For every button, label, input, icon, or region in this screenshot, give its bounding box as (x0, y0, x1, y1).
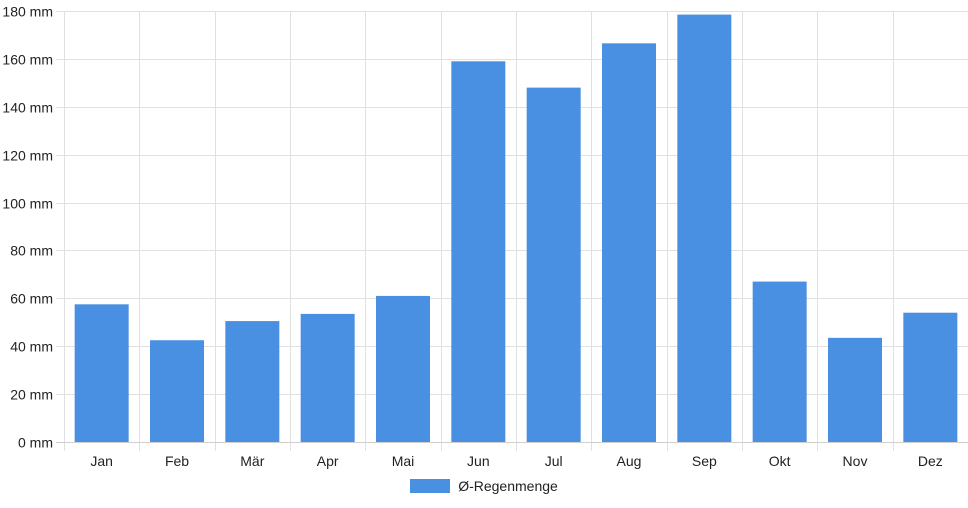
x-tick-label: Aug (617, 453, 642, 469)
bar-mär[interactable] (225, 321, 280, 442)
bar-mai[interactable] (376, 295, 430, 442)
bar-feb[interactable] (150, 340, 204, 442)
x-tick-label: Mär (240, 453, 264, 469)
bar-sep[interactable] (677, 14, 732, 442)
x-tick-label: Mai (392, 453, 415, 469)
x-tick-label: Sep (692, 453, 717, 469)
y-tick-label: 140 mm (2, 100, 53, 116)
x-tick-label: Okt (769, 453, 791, 469)
bar-okt[interactable] (752, 281, 807, 442)
x-tick-label: Jan (90, 453, 113, 469)
y-tick-label: 0 mm (18, 435, 53, 451)
x-tick-label: Nov (843, 453, 868, 469)
chart-canvas: 0 mm 20 mm 40 mm 60 mm 80 mm 100 mm 120 mm 140 … (2, 4, 968, 469)
bar-dez[interactable] (903, 312, 958, 442)
bar-nov[interactable] (828, 337, 882, 442)
y-tick-label: 20 mm (10, 387, 53, 403)
x-tick-label: Dez (918, 453, 943, 469)
x-tick-label: Feb (165, 453, 189, 469)
bar-jun[interactable] (451, 61, 506, 443)
y-tick-label: 120 mm (2, 148, 53, 164)
y-tick-label: 60 mm (10, 291, 53, 307)
y-tick-label: 160 mm (2, 52, 53, 68)
x-tick-label: Jul (545, 453, 563, 469)
bar-jul[interactable] (526, 87, 581, 442)
y-tick-label: 180 mm (2, 4, 53, 20)
x-tick-label: Apr (317, 453, 339, 469)
y-tick-label: 40 mm (10, 339, 53, 355)
legend-swatch (410, 479, 451, 493)
legend: Ø-Regenmenge (0, 478, 968, 494)
y-tick-label: 80 mm (10, 243, 53, 259)
bar-apr[interactable] (300, 313, 355, 442)
x-tick-label: Jun (467, 453, 490, 469)
bar-aug[interactable] (602, 43, 656, 442)
legend-label: Ø-Regenmenge (458, 478, 558, 494)
bar-jan[interactable] (74, 304, 129, 442)
y-tick-label: 100 mm (2, 196, 53, 212)
